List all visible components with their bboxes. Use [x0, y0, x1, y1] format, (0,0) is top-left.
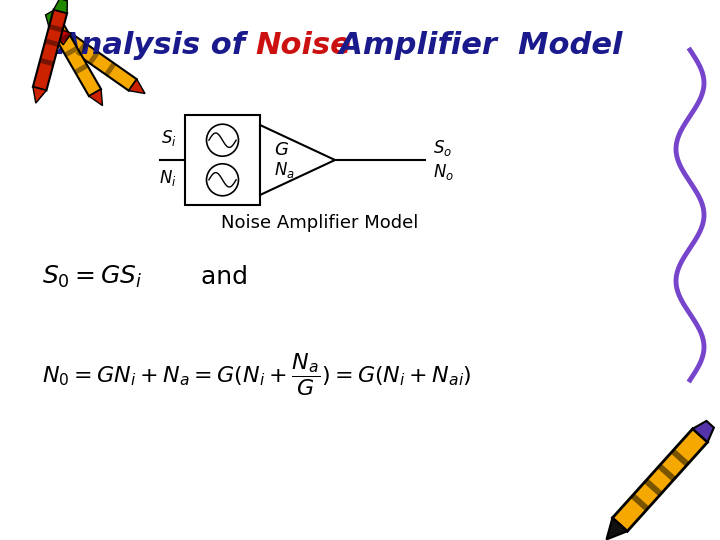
Polygon shape [657, 464, 676, 482]
Polygon shape [260, 125, 335, 195]
Text: $N_o$: $N_o$ [433, 162, 454, 182]
Text: $S_0 = GS_i$: $S_0 = GS_i$ [42, 264, 143, 290]
Text: Noise: Noise [256, 31, 351, 60]
Polygon shape [64, 46, 78, 57]
Text: $S_o$: $S_o$ [433, 138, 452, 158]
Polygon shape [76, 42, 88, 56]
Text: Analysis of: Analysis of [58, 31, 256, 60]
Text: $N_i$: $N_i$ [159, 168, 177, 188]
Polygon shape [644, 478, 662, 496]
Polygon shape [45, 11, 61, 27]
Polygon shape [631, 494, 649, 511]
Text: $N_0 = GN_i + N_a = G(N_i + \dfrac{N_a}{G}) = G(N_i + N_{ai})$: $N_0 = GN_i + N_a = G(N_i + \dfrac{N_a}{… [42, 352, 472, 399]
Polygon shape [48, 24, 63, 32]
Polygon shape [670, 449, 690, 467]
Polygon shape [33, 87, 46, 103]
Text: and: and [185, 265, 248, 289]
Bar [185, 115, 260, 205]
Polygon shape [88, 51, 100, 65]
Polygon shape [104, 62, 117, 76]
Polygon shape [45, 38, 59, 47]
Polygon shape [613, 429, 708, 531]
Polygon shape [56, 33, 71, 44]
Polygon shape [74, 63, 89, 75]
Polygon shape [55, 29, 71, 45]
Text: $N_a$: $N_a$ [274, 160, 294, 180]
Circle shape [207, 124, 238, 156]
Circle shape [207, 164, 238, 196]
Polygon shape [129, 79, 145, 93]
Polygon shape [63, 33, 137, 91]
Polygon shape [33, 10, 67, 90]
Polygon shape [606, 518, 627, 539]
Polygon shape [89, 89, 102, 106]
Text: $G$: $G$ [274, 141, 289, 159]
Polygon shape [40, 58, 54, 66]
Text: Amplifier  Model: Amplifier Model [318, 31, 622, 60]
Polygon shape [53, 0, 68, 13]
Text: Noise Amplifier Model: Noise Amplifier Model [221, 214, 419, 232]
Text: $S_i$: $S_i$ [161, 128, 177, 148]
Polygon shape [49, 20, 101, 96]
Polygon shape [693, 421, 714, 442]
